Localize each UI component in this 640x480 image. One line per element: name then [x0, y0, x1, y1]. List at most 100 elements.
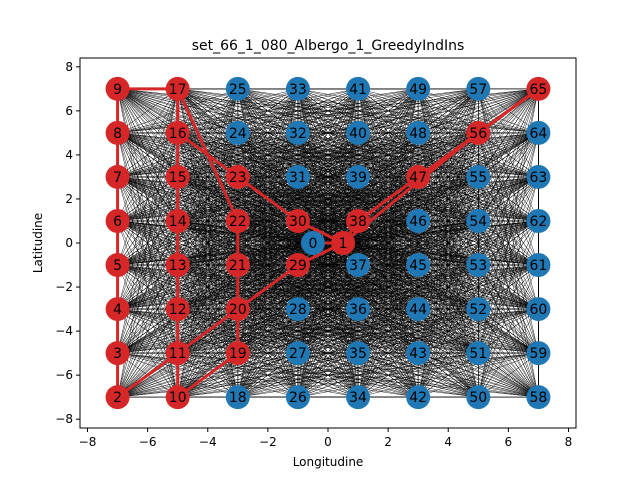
node-point: 24 [225, 120, 250, 145]
graph-edge [297, 308, 359, 398]
node-point: 48 [406, 120, 431, 145]
node-label: 65 [530, 82, 548, 98]
x-tick-label: 6 [505, 435, 513, 449]
node-point: 16 [165, 120, 190, 145]
unselected-node-marker [526, 385, 551, 410]
node-label: 9 [113, 82, 122, 98]
node-label: 4 [113, 302, 122, 318]
node-label: 41 [349, 82, 367, 98]
unselected-node-marker [346, 76, 371, 101]
x-tick-label: −4 [199, 435, 217, 449]
node-label: 46 [409, 214, 427, 230]
node-label: 7 [113, 170, 122, 186]
graph-edge [478, 220, 539, 398]
unselected-node-marker [346, 297, 371, 322]
node-point: 57 [466, 76, 491, 101]
selected-node-marker [105, 385, 130, 410]
node-point: 2 [105, 385, 130, 410]
node-point: 12 [165, 297, 190, 322]
node-label: 39 [349, 170, 367, 186]
node-point: 7 [105, 164, 130, 189]
x-axis-label: Longitudine [293, 455, 364, 469]
node-label: 27 [289, 346, 307, 362]
node-label: 61 [530, 258, 548, 274]
node-label: 59 [530, 346, 548, 362]
node-label: 30 [289, 214, 307, 230]
x-tick-label: 4 [444, 435, 452, 449]
graph-edge [357, 308, 419, 398]
node-point: 51 [466, 341, 491, 366]
x-tick-label: 2 [384, 435, 392, 449]
node-point: 27 [285, 341, 310, 366]
node-point: 58 [526, 385, 551, 410]
node-label: 5 [113, 258, 122, 274]
x-tick-label: −8 [79, 435, 97, 449]
graph-edge [297, 264, 359, 398]
node-label: 16 [169, 126, 187, 142]
unselected-node-marker [526, 297, 551, 322]
graph-edge [237, 220, 299, 398]
node-point: 32 [285, 120, 310, 145]
y-tick-label: 8 [65, 60, 73, 74]
node-label: 63 [530, 170, 548, 186]
selected-node-marker [346, 208, 371, 233]
node-point: 17 [165, 76, 190, 101]
node-label: 8 [113, 126, 122, 142]
graph-edge [297, 176, 359, 398]
node-point: 60 [526, 297, 551, 322]
node-point: 20 [225, 297, 250, 322]
unselected-node-marker [466, 76, 491, 101]
node-label: 23 [229, 170, 247, 186]
node-point: 65 [526, 76, 551, 101]
node-point: 45 [406, 253, 431, 278]
graph-edge [357, 88, 419, 398]
graph-edge [417, 88, 479, 310]
selected-node-marker [285, 208, 310, 233]
graph-edge [237, 88, 299, 266]
unselected-node-marker [285, 164, 310, 189]
node-point: 21 [225, 253, 250, 278]
graph-edge [478, 176, 539, 398]
node-label: 2 [113, 390, 122, 406]
node-point: 50 [466, 385, 491, 410]
node-label: 52 [469, 302, 487, 318]
graph-edge [117, 88, 178, 266]
route-edge [356, 87, 540, 223]
graph-edge [177, 88, 239, 266]
node-point: 10 [165, 385, 190, 410]
node-label: 31 [289, 170, 307, 186]
selected-node-marker [225, 297, 250, 322]
unselected-node-marker [526, 253, 551, 278]
node-label: 54 [469, 214, 487, 230]
node-label: 13 [169, 258, 187, 274]
node-label: 44 [409, 302, 427, 318]
graph-edge [237, 88, 299, 398]
selected-node-marker [165, 297, 190, 322]
node-label: 12 [169, 302, 187, 318]
node-label: 29 [289, 258, 307, 274]
node-label: 42 [409, 390, 427, 406]
graph-edge [117, 220, 178, 398]
node-label: 19 [229, 346, 247, 362]
selected-node-marker [165, 164, 190, 189]
route-edge [236, 175, 300, 223]
node-label: 58 [530, 390, 548, 406]
node-point: 19 [225, 341, 250, 366]
graph-edge [418, 352, 479, 398]
node-point: 42 [406, 385, 431, 410]
graph-edge [297, 88, 359, 310]
node-label: 26 [289, 390, 307, 406]
node-point: 63 [526, 164, 551, 189]
selected-node-marker [225, 341, 250, 366]
unselected-node-marker [346, 120, 371, 145]
node-label: 18 [229, 390, 247, 406]
node-point: 8 [105, 120, 130, 145]
graph-edge [117, 88, 178, 398]
node-point: 0 [300, 231, 325, 255]
graph-edge [177, 308, 239, 398]
node-point: 18 [225, 385, 250, 410]
unselected-node-marker [225, 385, 250, 410]
node-point: 55 [466, 164, 491, 189]
unselected-node-marker [466, 341, 491, 366]
node-point: 39 [346, 164, 371, 189]
